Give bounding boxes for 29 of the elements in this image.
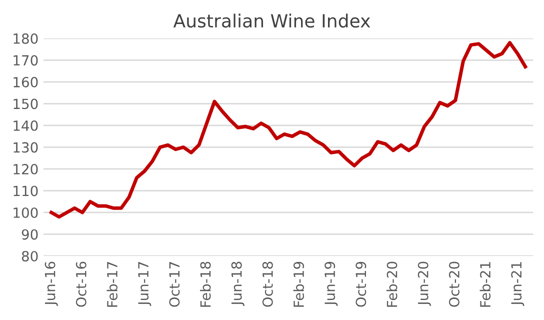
x-tick-label: Oct-18 (262, 262, 273, 307)
x-tick-label: Oct-19 (356, 262, 366, 307)
y-tick-label: 90 (22, 229, 38, 240)
x-tick-label: Jun-20 (418, 262, 431, 306)
x-tick-label: Feb-21 (480, 262, 491, 307)
x-tick-label: Jun-18 (231, 262, 244, 306)
line-series (50, 41, 528, 219)
y-tick-label: 150 (14, 98, 38, 110)
y-tick-label: 110 (14, 186, 38, 196)
x-tick-label: Feb-20 (386, 262, 398, 307)
x-tick-label: Oct-17 (169, 262, 180, 307)
y-tick-label: 140 (14, 120, 38, 131)
y-tick-label: 170 (14, 55, 38, 66)
x-tick-label: Feb-17 (106, 262, 118, 307)
x-tick-label: Oct-16 (76, 262, 86, 307)
x-tick-label: Jun-19 (324, 262, 338, 306)
y-tick-label: 180 (14, 33, 38, 44)
x-tick-label: Jun-21 (511, 262, 524, 306)
chart-title: Australian Wine Index (173, 14, 370, 28)
x-tick-label: Jun-17 (138, 262, 152, 306)
x-tick-label: Jun-16 (44, 262, 58, 306)
x-tick-label: Feb-18 (200, 262, 211, 307)
y-tick-label: 80 (22, 250, 38, 262)
x-tick-label: Feb-19 (293, 262, 304, 307)
y-tick-label: 130 (14, 142, 38, 153)
y-tick-label: 120 (14, 164, 38, 174)
y-tick-label: 160 (14, 76, 38, 88)
x-tick-label: Oct-20 (448, 262, 460, 307)
y-tick-label: 100 (14, 207, 38, 218)
